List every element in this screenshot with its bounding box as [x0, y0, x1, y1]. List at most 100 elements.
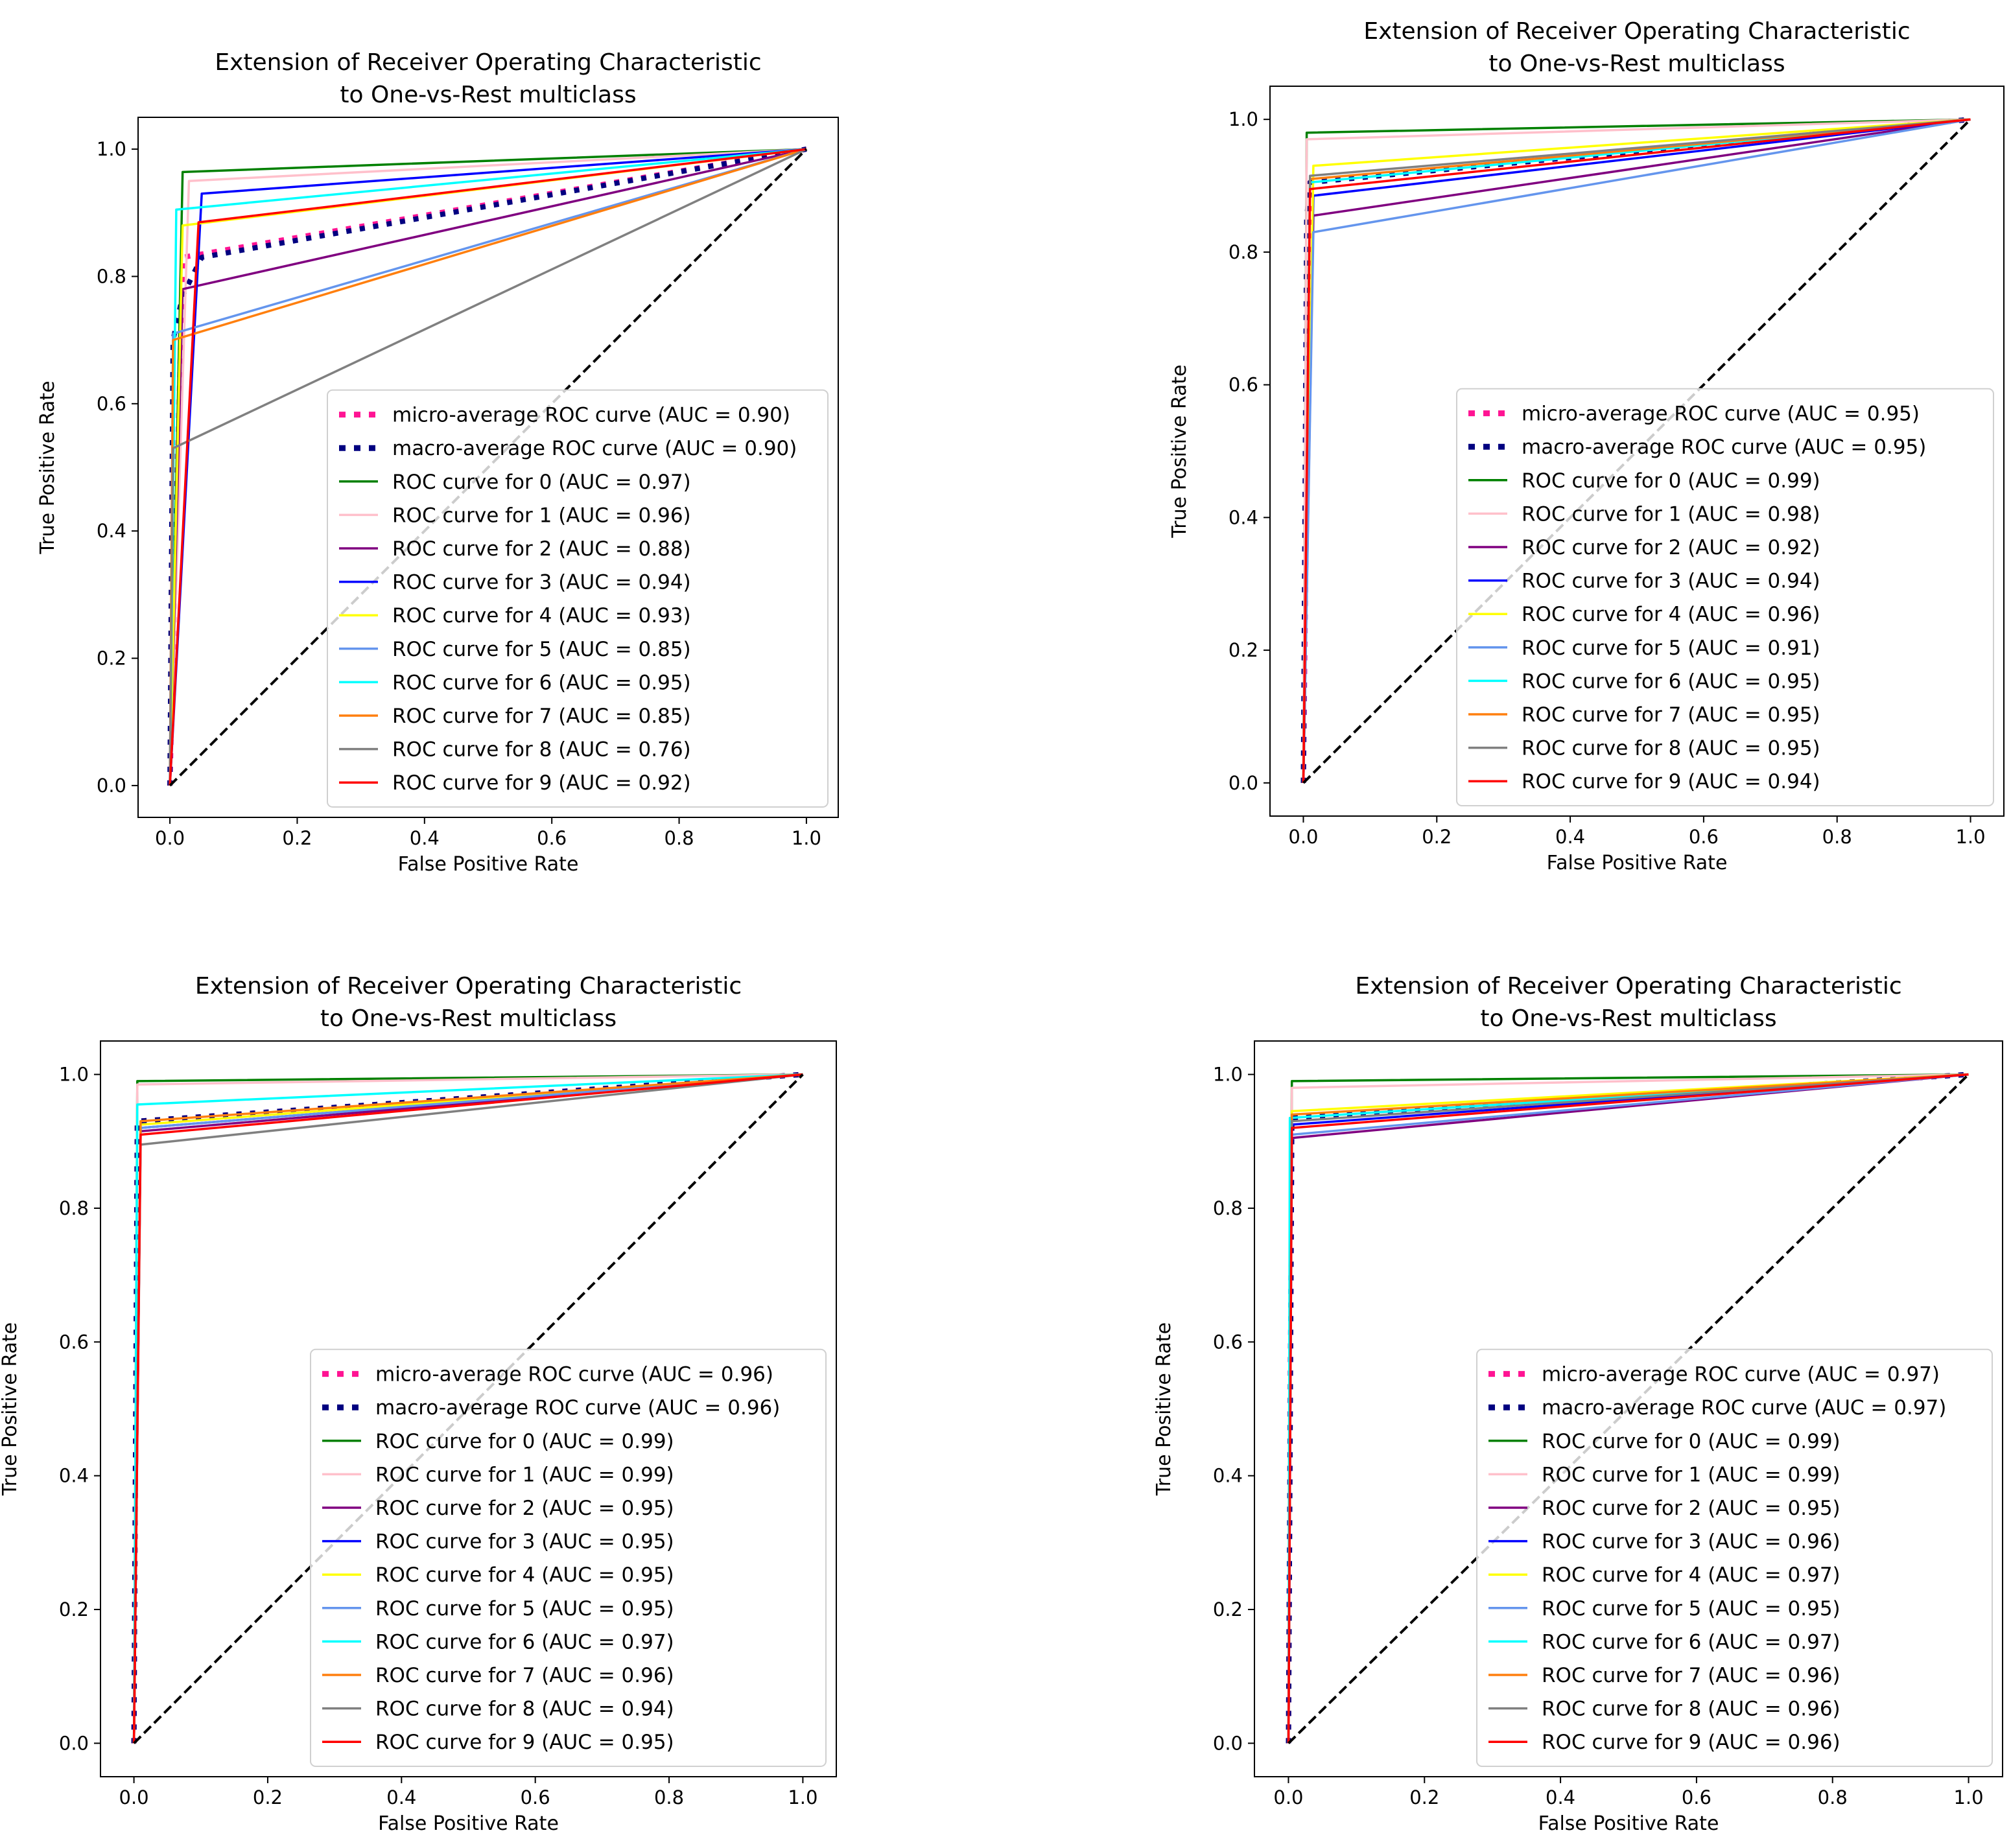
x-tick-label: 0.6: [1682, 1786, 1711, 1808]
x-tick-label: 0.8: [1822, 826, 1852, 848]
x-tick-label: 0.2: [253, 1786, 283, 1808]
legend-label: ROC curve for 5 (AUC = 0.95): [375, 1597, 674, 1620]
x-tick-label: 1.0: [1955, 826, 1985, 848]
x-tick-label: 0.0: [1288, 826, 1318, 848]
chart-title-line-1: Extension of Receiver Operating Characte…: [1355, 973, 1901, 1000]
x-axis-label: False Positive Rate: [378, 1812, 559, 1835]
chart-title-line-1: Extension of Receiver Operating Characte…: [1363, 18, 1910, 45]
plot-lines: [167, 146, 808, 787]
x-tick-label: 0.0: [155, 827, 185, 849]
legend-label: ROC curve for 9 (AUC = 0.95): [375, 1731, 674, 1754]
x-tick-label: 1.0: [1953, 1786, 1983, 1808]
x-tick-label: 0.8: [654, 1786, 684, 1808]
y-tick-label: 0.4: [59, 1465, 89, 1487]
x-tick-label: 0.2: [282, 827, 312, 849]
x-tick-label: 0.6: [537, 827, 567, 849]
legend-label: ROC curve for 9 (AUC = 0.94): [1522, 770, 1820, 793]
legend-label: ROC curve for 4 (AUC = 0.95): [375, 1563, 674, 1587]
legend-label: ROC curve for 3 (AUC = 0.94): [392, 571, 691, 594]
legend-label: ROC curve for 6 (AUC = 0.95): [1522, 670, 1820, 693]
legend-label: ROC curve for 7 (AUC = 0.96): [375, 1664, 674, 1687]
y-tick-label: 0.4: [1213, 1465, 1243, 1487]
roc-line-class-5: [1302, 118, 1971, 783]
y-tick-label: 1.0: [59, 1064, 89, 1086]
y-tick-label: 0.0: [1213, 1732, 1243, 1754]
x-tick-label: 0.6: [521, 1786, 550, 1808]
x-axis-label: False Positive Rate: [398, 853, 579, 876]
legend-label: ROC curve for 9 (AUC = 0.92): [392, 771, 691, 795]
legend-label: ROC curve for 5 (AUC = 0.91): [1522, 637, 1820, 660]
x-tick-label: 0.8: [664, 827, 694, 849]
chart-title-line-2: to One-vs-Rest multiclass: [1488, 51, 1785, 77]
legend-label: ROC curve for 1 (AUC = 0.98): [1522, 502, 1820, 526]
legend-label: ROC curve for 2 (AUC = 0.92): [1522, 536, 1820, 559]
roc-chart-4: 0.0 0.2 0.4 0.6 0.8 1.0 0.0 0.2 0.4 0.6 0.8 1.0 Fals…: [1153, 973, 2003, 1835]
legend-label: ROC curve for 3 (AUC = 0.94): [1522, 570, 1820, 593]
legend-label: micro-average ROC curve (AUC = 0.96): [375, 1363, 773, 1386]
roc-line-class-9: [132, 1073, 803, 1744]
legend-label: ROC curve for 6 (AUC = 0.97): [375, 1630, 674, 1654]
y-axis-label: True Positive Rate: [1153, 1322, 1175, 1496]
y-tick-label: 0.4: [97, 520, 126, 542]
roc-chart-1: 0.0 0.2 0.4 0.6 0.8 1.0 0.0 0.2 0.4 0.6 0.8 1.0 Fals…: [36, 49, 839, 876]
legend: micro-average ROC curve (AUC = 0.97) macr…: [1476, 1348, 1993, 1768]
legend-label: ROC curve for 6 (AUC = 0.95): [392, 671, 691, 694]
legend-label: ROC curve for 0 (AUC = 0.99): [1522, 469, 1820, 493]
legend-box: [1456, 388, 1994, 806]
legend-label: ROC curve for 5 (AUC = 0.95): [1542, 1597, 1840, 1620]
x-tick-label: 0.6: [1689, 826, 1719, 848]
legend-label: macro-average ROC curve (AUC = 0.97): [1542, 1396, 1946, 1420]
y-axis-label: True Positive Rate: [1168, 364, 1191, 538]
y-tick-label: 0.2: [59, 1598, 89, 1620]
legend-label: ROC curve for 9 (AUC = 0.96): [1542, 1731, 1840, 1754]
legend-label: macro-average ROC curve (AUC = 0.90): [392, 437, 797, 460]
legend-label: ROC curve for 8 (AUC = 0.95): [1522, 737, 1820, 760]
y-tick-label: 0.8: [97, 265, 126, 287]
legend-label: ROC curve for 4 (AUC = 0.93): [392, 604, 691, 627]
legend-label: micro-average ROC curve (AUC = 0.97): [1542, 1363, 1940, 1386]
legend-label: macro-average ROC curve (AUC = 0.95): [1522, 436, 1926, 459]
y-tick-label: 0.6: [1229, 374, 1258, 396]
axes-frame: [1269, 86, 2005, 817]
x-tick-label: 0.0: [1273, 1786, 1303, 1808]
y-tick-label: 0.0: [59, 1732, 89, 1754]
roc-line-class-8: [169, 148, 807, 786]
legend-label: ROC curve for 8 (AUC = 0.94): [375, 1698, 674, 1721]
x-tick-label: 0.0: [119, 1786, 149, 1808]
y-tick-label: 0.8: [1213, 1197, 1243, 1219]
y-tick-label: 0.0: [1229, 772, 1258, 794]
y-tick-label: 0.2: [1229, 639, 1258, 661]
x-tick-label: 1.0: [792, 827, 821, 849]
roc-chart-2: 0.0 0.2 0.4 0.6 0.8 1.0 0.0 0.2 0.4 0.6 0.8 1.0 Fals…: [1168, 18, 2005, 874]
legend-label: ROC curve for 1 (AUC = 0.99): [375, 1463, 674, 1486]
x-tick-label: 0.2: [1409, 1786, 1439, 1808]
legend: micro-average ROC curve (AUC = 0.95) macr…: [1456, 388, 1994, 806]
y-axis-label: True Positive Rate: [0, 1322, 21, 1496]
roc-line-class-9: [169, 148, 807, 786]
legend-box: [327, 389, 829, 808]
y-tick-label: 0.0: [97, 775, 126, 797]
legend-label: ROC curve for 5 (AUC = 0.85): [392, 638, 691, 661]
x-tick-label: 0.4: [1546, 1786, 1575, 1808]
legend-label: ROC curve for 2 (AUC = 0.88): [392, 537, 691, 561]
plot-lines: [1286, 1071, 1970, 1744]
legend-label: micro-average ROC curve (AUC = 0.90): [392, 404, 790, 427]
y-tick-label: 1.0: [97, 138, 126, 160]
x-tick-label: 0.8: [1818, 1786, 1848, 1808]
legend-label: ROC curve for 6 (AUC = 0.97): [1542, 1630, 1840, 1654]
roc-line-class-9: [1302, 118, 1971, 783]
roc-line-class-9: [1287, 1073, 1969, 1744]
roc-line-class-1: [169, 148, 806, 786]
y-tick-label: 0.2: [97, 648, 126, 670]
y-tick-label: 1.0: [1229, 108, 1258, 130]
legend-label: ROC curve for 2 (AUC = 0.95): [375, 1497, 674, 1520]
x-tick-label: 0.4: [410, 827, 440, 849]
legend-label: ROC curve for 8 (AUC = 0.96): [1542, 1698, 1840, 1721]
legend-label: ROC curve for 1 (AUC = 0.96): [392, 504, 691, 527]
chart-title-line-1: Extension of Receiver Operating Characte…: [195, 973, 742, 1000]
legend-label: ROC curve for 4 (AUC = 0.97): [1542, 1563, 1840, 1587]
legend-label: macro-average ROC curve (AUC = 0.96): [375, 1396, 780, 1420]
legend-label: ROC curve for 4 (AUC = 0.96): [1522, 603, 1820, 626]
chart-title-line-1: Extension of Receiver Operating Characte…: [215, 49, 761, 76]
